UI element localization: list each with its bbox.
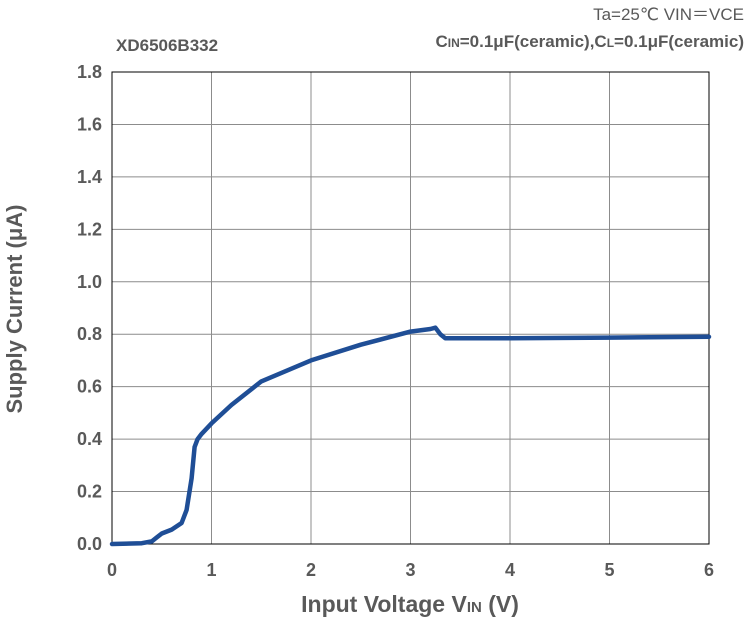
y-tick-label: 0.4 bbox=[77, 429, 102, 449]
y-tick-label: 0.6 bbox=[77, 377, 102, 397]
x-tick-labels: 0 1 2 3 4 5 6 bbox=[107, 560, 714, 580]
x-tick-label: 0 bbox=[107, 560, 117, 580]
y-tick-label: 0.8 bbox=[77, 324, 102, 344]
y-axis-label: Supply Current (μA) bbox=[2, 204, 27, 413]
grid-lines bbox=[111, 71, 710, 545]
y-tick-label: 1.4 bbox=[77, 167, 102, 187]
x-tick-label: 3 bbox=[405, 560, 415, 580]
y-tick-label: 1.8 bbox=[77, 62, 102, 82]
y-tick-label: 1.6 bbox=[77, 114, 102, 134]
series-group bbox=[109, 325, 712, 547]
y-tick-labels: 0.0 0.2 0.4 0.6 0.8 1.0 1.2 1.4 1.6 1.8 bbox=[77, 62, 102, 554]
conditions-line-2: CIN=0.1μF(ceramic),CL=0.1μF(ceramic) bbox=[435, 32, 744, 51]
conditions-line-1: Ta=25℃ VIN＝VCE bbox=[593, 5, 744, 24]
chart-title: XD6506B332 bbox=[116, 36, 218, 55]
x-tick-label: 5 bbox=[604, 560, 614, 580]
y-tick-label: 0.0 bbox=[77, 534, 102, 554]
plot-area-frame bbox=[111, 71, 710, 545]
y-tick-label: 0.2 bbox=[77, 482, 102, 502]
x-tick-label: 2 bbox=[306, 560, 316, 580]
y-tick-label: 1.0 bbox=[77, 272, 102, 292]
x-tick-label: 4 bbox=[505, 560, 515, 580]
x-tick-label: 6 bbox=[704, 560, 714, 580]
series-line-supply-current bbox=[109, 325, 712, 547]
x-axis-label: Input Voltage VIN (V) bbox=[301, 591, 519, 617]
x-tick-label: 1 bbox=[206, 560, 216, 580]
y-tick-label: 1.2 bbox=[77, 219, 102, 239]
